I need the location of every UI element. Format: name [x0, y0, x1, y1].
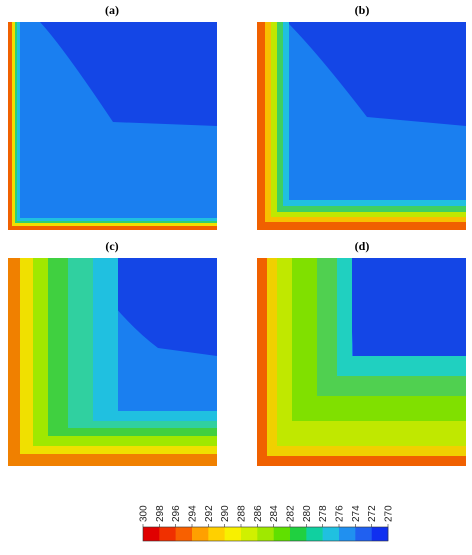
colorbar-tick-label: 272 — [367, 505, 378, 522]
colorbar-segment — [257, 527, 274, 541]
colorbar-tick-label: 282 — [286, 505, 297, 522]
colorbar-tick-label: 300 — [139, 505, 150, 522]
plots — [8, 22, 466, 466]
contour-band — [257, 258, 466, 466]
colorbar-tick-label: 292 — [204, 505, 215, 522]
contour-plot — [257, 22, 466, 230]
colorbar-tick-label: 274 — [351, 505, 362, 522]
colorbar-segment — [192, 527, 209, 541]
colorbar-segment — [224, 527, 242, 541]
colorbar-tick-label: 276 — [335, 505, 346, 522]
colorbar-segment — [355, 527, 372, 541]
colorbar-tick-label: 286 — [253, 505, 264, 522]
contour-band — [8, 258, 217, 466]
contour-band — [257, 258, 466, 466]
colorbar-segment — [273, 527, 291, 541]
colorbar-segment — [306, 527, 323, 541]
contour-band — [8, 258, 217, 466]
colorbar-tick-label: 296 — [171, 505, 182, 522]
colorbar-tick-label: 290 — [220, 505, 231, 522]
contour-plot — [8, 258, 217, 466]
colorbar-segment — [159, 527, 176, 541]
colorbar-frame — [142, 526, 389, 542]
panel-label: (d) — [355, 239, 370, 253]
colorbar-segment — [371, 527, 389, 541]
colorbar-tick-label: 280 — [302, 505, 313, 522]
colorbar-segment — [322, 527, 340, 541]
cold-region — [337, 258, 466, 383]
cold-region — [40, 22, 217, 126]
panel-label: (b) — [355, 3, 370, 17]
contour-band — [257, 22, 466, 230]
contour-plot — [8, 22, 217, 230]
colorbar-tick-label: 298 — [155, 505, 166, 522]
colorbar-tick-label: 270 — [384, 505, 395, 522]
colorbar-tick-label: 284 — [269, 505, 280, 522]
panel-label: (a) — [105, 3, 119, 17]
panel-label: (c) — [105, 239, 118, 253]
colorbar-segment — [339, 527, 356, 541]
colorbar-segment — [208, 527, 225, 541]
colorbar-segment — [175, 527, 193, 541]
colorbar-tick-label: 278 — [318, 505, 329, 522]
cold-region — [287, 22, 466, 126]
colorbar-tick-label: 294 — [188, 505, 199, 522]
colorbar-segment — [143, 527, 160, 541]
contour-plot — [257, 258, 466, 466]
colorbar-segment — [290, 527, 307, 541]
colorbar-segment — [241, 527, 258, 541]
colorbar-tick-label: 288 — [237, 505, 248, 522]
colorbar: 300 298 296 294 292 290 288 286 284 282 280 278 276 2… — [139, 505, 395, 542]
